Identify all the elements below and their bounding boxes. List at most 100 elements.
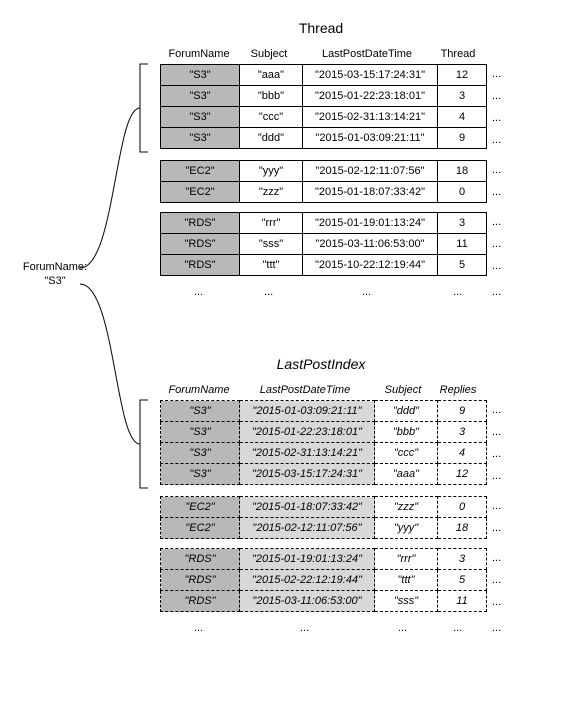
table-cell: 3 bbox=[438, 86, 487, 107]
table-cell: "2015-01-18:07:33:42" bbox=[303, 182, 438, 203]
table-cell: "S3" bbox=[161, 443, 240, 464]
table-cell: "2015-02-12:11:07:56" bbox=[303, 161, 438, 182]
table-cell: "RDS" bbox=[161, 549, 240, 570]
table-cell: "S3" bbox=[161, 86, 240, 107]
table-cell: 9 bbox=[438, 401, 487, 422]
ellipsis: ... bbox=[492, 186, 501, 198]
ellipsis: ... bbox=[492, 426, 501, 438]
table-row: "RDS""rrr""2015-01-19:01:13:24"3 bbox=[161, 213, 487, 234]
table-cell: 5 bbox=[438, 255, 487, 276]
table-cell: "S3" bbox=[161, 464, 240, 485]
table-cell: "RDS" bbox=[161, 213, 240, 234]
table-cell: "2015-01-18:07:33:42" bbox=[240, 497, 375, 518]
table-cell: 12 bbox=[438, 464, 487, 485]
header-replies: Replies bbox=[434, 384, 482, 396]
table-cell: "S3" bbox=[161, 401, 240, 422]
table-cell: "sss" bbox=[375, 591, 438, 612]
table-cell: "RDS" bbox=[161, 570, 240, 591]
table-cell: "2015-02-22:12:19:44" bbox=[240, 570, 375, 591]
table-cell: "2015-02-31:13:14:21" bbox=[240, 443, 375, 464]
table-cell: "EC2" bbox=[161, 182, 240, 203]
table-cell: "EC2" bbox=[161, 161, 240, 182]
table-cell: "RDS" bbox=[161, 591, 240, 612]
table-cell: "S3" bbox=[161, 65, 240, 86]
table-cell: "rrr" bbox=[375, 549, 438, 570]
table-row: "S3""bbb""2015-01-22:23:18:01"3 bbox=[161, 86, 487, 107]
table-cell: "ddd" bbox=[375, 401, 438, 422]
headers-thread: ForumName Subject LastPostDateTime Threa… bbox=[160, 48, 482, 60]
table-row: "S3""ccc""2015-02-31:13:14:21"4 bbox=[161, 107, 487, 128]
table-row: "S3""2015-02-31:13:14:21""ccc"4 bbox=[161, 443, 487, 464]
table-cell: "EC2" bbox=[161, 518, 240, 539]
table-cell: 5 bbox=[438, 570, 487, 591]
table-cell: 11 bbox=[438, 234, 487, 255]
table-cell: "2015-03-11:06:53:00" bbox=[303, 234, 438, 255]
table-cell: 11 bbox=[438, 591, 487, 612]
side-label-line1: ForumName: bbox=[23, 261, 87, 273]
table-cell: "2015-03-15:17:24:31" bbox=[240, 464, 375, 485]
header-forumname-2: ForumName bbox=[160, 384, 238, 396]
ellipsis: ... bbox=[492, 164, 501, 176]
table-row: "RDS""2015-02-22:12:19:44""ttt"5 bbox=[161, 570, 487, 591]
table-cell: 18 bbox=[438, 518, 487, 539]
table-row: "RDS""sss""2015-03-11:06:53:00"11 bbox=[161, 234, 487, 255]
ellipsis: ... bbox=[492, 596, 501, 608]
ellipsis: ... bbox=[300, 622, 309, 634]
table-row: "RDS""2015-01-19:01:13:24""rrr"3 bbox=[161, 549, 487, 570]
table-cell: "S3" bbox=[161, 128, 240, 149]
table-cell: "EC2" bbox=[161, 497, 240, 518]
table-cell: 4 bbox=[438, 107, 487, 128]
table-cell: "sss" bbox=[240, 234, 303, 255]
table-cell: "2015-01-19:01:13:24" bbox=[240, 549, 375, 570]
table-cell: 4 bbox=[438, 443, 487, 464]
table-cell: "S3" bbox=[161, 422, 240, 443]
table-row: "S3""2015-03-15:17:24:31""aaa"12 bbox=[161, 464, 487, 485]
ellipsis: ... bbox=[453, 622, 462, 634]
table-cell: 12 bbox=[438, 65, 487, 86]
table-cell: "2015-02-12:11:07:56" bbox=[240, 518, 375, 539]
table-cell: "aaa" bbox=[240, 65, 303, 86]
table-group: "S3""aaa""2015-03-15:17:24:31"12"S3""bbb… bbox=[160, 64, 487, 149]
table-row: "S3""aaa""2015-03-15:17:24:31"12 bbox=[161, 65, 487, 86]
ellipsis: ... bbox=[492, 134, 501, 146]
ellipsis: ... bbox=[492, 500, 501, 512]
table-row: "EC2""2015-01-18:07:33:42""zzz"0 bbox=[161, 497, 487, 518]
ellipsis: ... bbox=[492, 470, 501, 482]
table-cell: 18 bbox=[438, 161, 487, 182]
table-row: "EC2""zzz""2015-01-18:07:33:42"0 bbox=[161, 182, 487, 203]
table-row: "S3""2015-01-03:09:21:11""ddd"9 bbox=[161, 401, 487, 422]
table-cell: "yyy" bbox=[240, 161, 303, 182]
table-cell: "ccc" bbox=[375, 443, 438, 464]
ellipsis: ... bbox=[492, 90, 501, 102]
table-group: "EC2""yyy""2015-02-12:11:07:56"18"EC2""z… bbox=[160, 160, 487, 203]
header-lastpost-2: LastPostDateTime bbox=[238, 384, 372, 396]
table-row: "RDS""ttt""2015-10-22:12:19:44"5 bbox=[161, 255, 487, 276]
table-cell: "bbb" bbox=[240, 86, 303, 107]
table-cell: "ttt" bbox=[375, 570, 438, 591]
ellipsis: ... bbox=[492, 260, 501, 272]
table-cell: "2015-01-22:23:18:01" bbox=[303, 86, 438, 107]
title-thread: Thread bbox=[160, 20, 482, 36]
ellipsis: ... bbox=[398, 622, 407, 634]
header-forumname: ForumName bbox=[160, 48, 238, 60]
table-cell: "RDS" bbox=[161, 255, 240, 276]
ellipsis: ... bbox=[492, 68, 501, 80]
ellipsis: ... bbox=[194, 286, 203, 298]
table-row: "EC2""2015-02-12:11:07:56""yyy"18 bbox=[161, 518, 487, 539]
ellipsis: ... bbox=[453, 286, 462, 298]
table-cell: 3 bbox=[438, 549, 487, 570]
table-cell: "S3" bbox=[161, 107, 240, 128]
side-label-line2: "S3" bbox=[44, 275, 65, 287]
side-label: ForumName: "S3" bbox=[20, 260, 90, 289]
ellipsis: ... bbox=[492, 286, 501, 298]
table-group: "RDS""rrr""2015-01-19:01:13:24"3"RDS""ss… bbox=[160, 212, 487, 276]
table-cell: "2015-01-19:01:13:24" bbox=[303, 213, 438, 234]
table-row: "RDS""2015-03-11:06:53:00""sss"11 bbox=[161, 591, 487, 612]
table-cell: "ddd" bbox=[240, 128, 303, 149]
table-cell: 9 bbox=[438, 128, 487, 149]
table-cell: "yyy" bbox=[375, 518, 438, 539]
table-cell: 3 bbox=[438, 422, 487, 443]
table-cell: "zzz" bbox=[240, 182, 303, 203]
table-row: "S3""2015-01-22:23:18:01""bbb"3 bbox=[161, 422, 487, 443]
table-group: "RDS""2015-01-19:01:13:24""rrr"3"RDS""20… bbox=[160, 548, 487, 612]
